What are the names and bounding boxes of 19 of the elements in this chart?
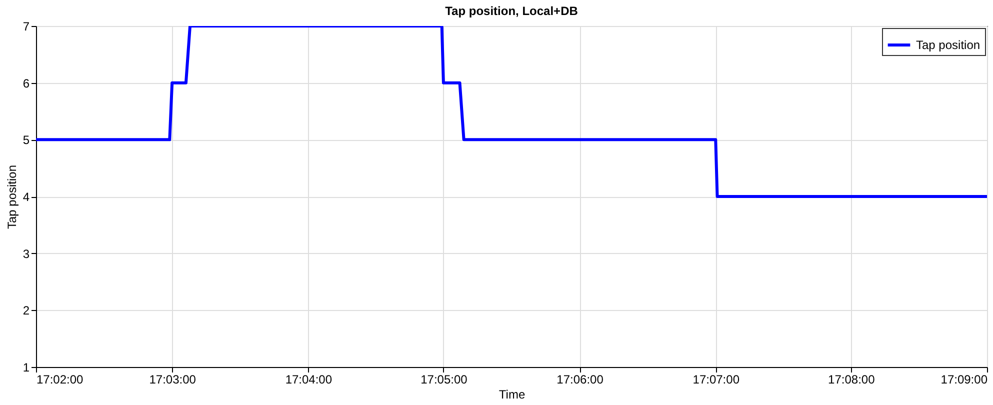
y-tick-label: 2 [22, 304, 30, 318]
x-tick-label: 17:05:00 [420, 372, 468, 386]
x-tick-label: 17:02:00 [36, 372, 84, 386]
x-tick-label: 17:09:00 [940, 372, 988, 386]
chart-title: Tap position, Local+DB [445, 4, 578, 18]
y-tick-label: 4 [22, 190, 30, 204]
y-tick-label: 3 [22, 246, 30, 261]
legend-label: Tap position [916, 38, 980, 52]
y-axis-title: Tap position [4, 164, 19, 230]
x-tick-label: 17:07:00 [692, 372, 740, 386]
x-tick-label: 17:03:00 [149, 372, 196, 386]
y-tick-label: 1 [22, 360, 30, 374]
y-tick-label: 7 [22, 20, 30, 34]
y-tick-label: 6 [22, 76, 30, 90]
x-tick-label: 17:04:00 [285, 372, 332, 386]
x-axis-title: Time [498, 388, 526, 402]
y-tick-label: 5 [22, 133, 30, 148]
x-tick-label: 17:08:00 [828, 372, 876, 386]
x-tick-label: 17:06:00 [556, 372, 604, 386]
